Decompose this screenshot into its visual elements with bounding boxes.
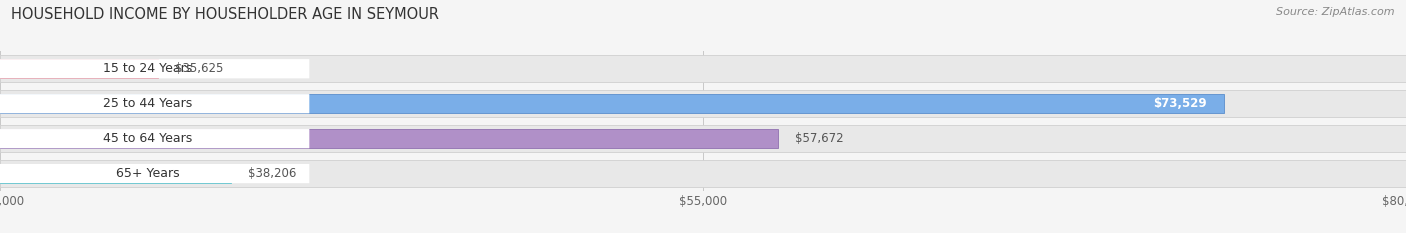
Text: $38,206: $38,206 — [247, 167, 297, 180]
FancyBboxPatch shape — [0, 59, 309, 78]
Bar — [0, 90, 1406, 117]
Bar — [0, 59, 157, 78]
Bar — [0, 164, 231, 183]
Text: Source: ZipAtlas.com: Source: ZipAtlas.com — [1277, 7, 1395, 17]
FancyBboxPatch shape — [0, 94, 309, 113]
Bar — [0, 125, 1406, 152]
Text: 65+ Years: 65+ Years — [115, 167, 180, 180]
Text: HOUSEHOLD INCOME BY HOUSEHOLDER AGE IN SEYMOUR: HOUSEHOLD INCOME BY HOUSEHOLDER AGE IN S… — [11, 7, 439, 22]
Bar — [0, 129, 778, 148]
Text: 25 to 44 Years: 25 to 44 Years — [103, 97, 193, 110]
Bar — [0, 94, 1225, 113]
Text: $57,672: $57,672 — [794, 132, 844, 145]
Text: 45 to 64 Years: 45 to 64 Years — [103, 132, 193, 145]
Bar — [0, 160, 1406, 187]
Text: $73,529: $73,529 — [1153, 97, 1208, 110]
FancyBboxPatch shape — [0, 164, 309, 183]
Text: 15 to 24 Years: 15 to 24 Years — [103, 62, 193, 75]
Text: $35,625: $35,625 — [174, 62, 224, 75]
FancyBboxPatch shape — [0, 129, 309, 148]
Bar — [0, 55, 1406, 82]
